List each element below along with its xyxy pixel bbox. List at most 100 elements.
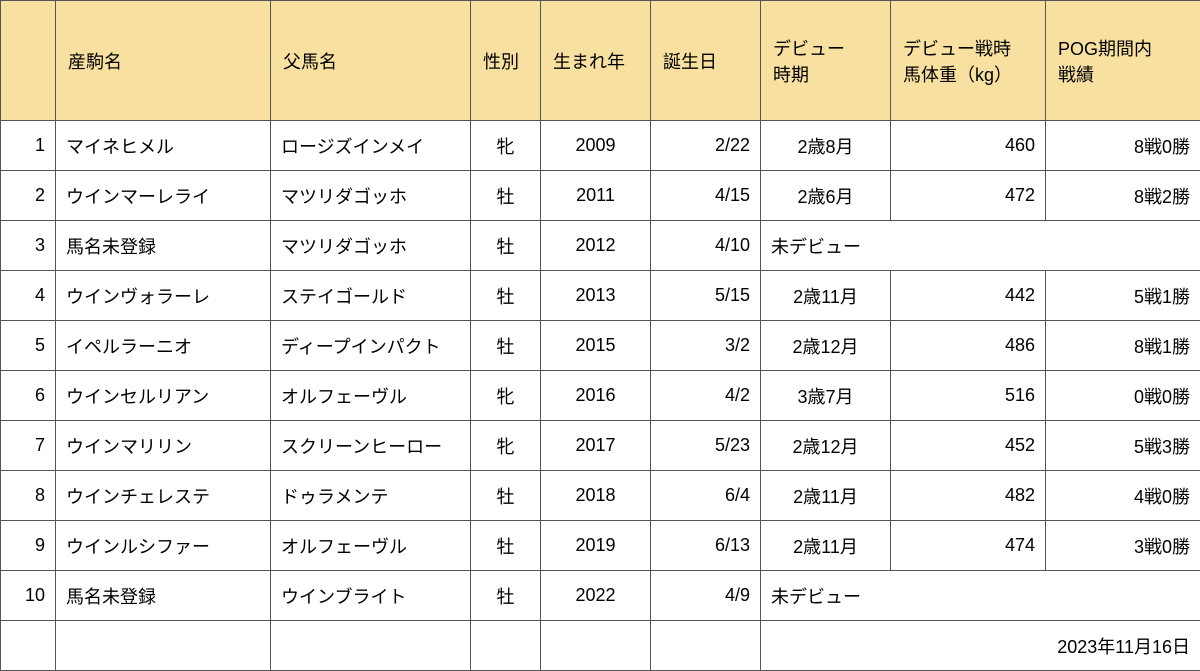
cell-year: 2011 <box>541 171 651 221</box>
table-row: 2ウインマーレライマツリダゴッホ牡20114/152歳6月4728戦2勝 <box>1 171 1200 221</box>
cell-merged-not-debuted: 未デビュー <box>761 221 1200 271</box>
cell-name: ウインセルリアン <box>56 371 271 421</box>
cell-weight: 482 <box>891 471 1046 521</box>
cell-idx: 10 <box>1 571 56 621</box>
table-row: 3馬名未登録マツリダゴッホ牡20124/10未デビュー <box>1 221 1200 271</box>
offspring-table: 産駒名 父馬名 性別 生まれ年 誕生日 デビュー時期 デビュー戦時馬体重（kg）… <box>0 0 1200 671</box>
header-bday: 誕生日 <box>651 1 761 121</box>
footer-date: 2023年11月16日 <box>761 621 1200 671</box>
header-weight: デビュー戦時馬体重（kg） <box>891 1 1046 121</box>
cell-sire: スクリーンヒーロー <box>271 421 471 471</box>
cell-year: 2019 <box>541 521 651 571</box>
cell-sire: オルフェーヴル <box>271 521 471 571</box>
cell-sex: 牡 <box>471 271 541 321</box>
cell-sex: 牝 <box>471 421 541 471</box>
table-row: 6ウインセルリアンオルフェーヴル牝20164/23歳7月5160戦0勝 <box>1 371 1200 421</box>
cell-sex: 牡 <box>471 571 541 621</box>
cell-idx: 8 <box>1 471 56 521</box>
cell-name: ウインヴォラーレ <box>56 271 271 321</box>
cell-record: 8戦2勝 <box>1046 171 1200 221</box>
cell-year: 2015 <box>541 321 651 371</box>
cell-sex: 牝 <box>471 121 541 171</box>
cell-bday: 6/4 <box>651 471 761 521</box>
cell-year: 2009 <box>541 121 651 171</box>
header-name: 産駒名 <box>56 1 271 121</box>
cell-weight: 486 <box>891 321 1046 371</box>
cell-idx: 7 <box>1 421 56 471</box>
cell-record: 0戦0勝 <box>1046 371 1200 421</box>
cell-debut: 2歳11月 <box>761 471 891 521</box>
cell-idx: 6 <box>1 371 56 421</box>
cell-name: マイネヒメル <box>56 121 271 171</box>
cell-bday: 6/13 <box>651 521 761 571</box>
cell-year: 2013 <box>541 271 651 321</box>
cell-idx: 5 <box>1 321 56 371</box>
cell-name: 馬名未登録 <box>56 221 271 271</box>
cell-name: 馬名未登録 <box>56 571 271 621</box>
cell-sex: 牡 <box>471 521 541 571</box>
cell-sire: マツリダゴッホ <box>271 221 471 271</box>
cell-merged-not-debuted: 未デビュー <box>761 571 1200 621</box>
cell-weight: 452 <box>891 421 1046 471</box>
cell-debut: 2歳12月 <box>761 321 891 371</box>
cell-debut: 2歳6月 <box>761 171 891 221</box>
cell-weight: 442 <box>891 271 1046 321</box>
table-row: 8ウインチェレステドゥラメンテ牡20186/42歳11月4824戦0勝 <box>1 471 1200 521</box>
cell-record: 5戦3勝 <box>1046 421 1200 471</box>
cell-record: 8戦0勝 <box>1046 121 1200 171</box>
header-sex: 性別 <box>471 1 541 121</box>
cell-year: 2012 <box>541 221 651 271</box>
table-row: 7ウインマリリンスクリーンヒーロー牝20175/232歳12月4525戦3勝 <box>1 421 1200 471</box>
cell-record: 8戦1勝 <box>1046 321 1200 371</box>
cell-debut: 3歳7月 <box>761 371 891 421</box>
cell-debut: 2歳8月 <box>761 121 891 171</box>
cell-sex: 牝 <box>471 371 541 421</box>
cell-weight: 472 <box>891 171 1046 221</box>
cell-year: 2018 <box>541 471 651 521</box>
cell-sex: 牡 <box>471 471 541 521</box>
cell-bday: 5/15 <box>651 271 761 321</box>
cell-name: ウインルシファー <box>56 521 271 571</box>
header-year: 生まれ年 <box>541 1 651 121</box>
table-body: 1マイネヒメルロージズインメイ牝20092/222歳8月4608戦0勝2ウインマ… <box>1 121 1200 621</box>
cell-sire: マツリダゴッホ <box>271 171 471 221</box>
header-record: POG期間内戦績 <box>1046 1 1200 121</box>
cell-year: 2022 <box>541 571 651 621</box>
cell-sire: ロージズインメイ <box>271 121 471 171</box>
cell-weight: 460 <box>891 121 1046 171</box>
cell-sire: ディープインパクト <box>271 321 471 371</box>
cell-bday: 3/2 <box>651 321 761 371</box>
cell-sire: ドゥラメンテ <box>271 471 471 521</box>
cell-sire: ウインブライト <box>271 571 471 621</box>
cell-debut: 2歳12月 <box>761 421 891 471</box>
cell-sex: 牡 <box>471 321 541 371</box>
cell-sex: 牡 <box>471 171 541 221</box>
cell-record: 5戦1勝 <box>1046 271 1200 321</box>
cell-sire: オルフェーヴル <box>271 371 471 421</box>
cell-weight: 474 <box>891 521 1046 571</box>
cell-debut: 2歳11月 <box>761 271 891 321</box>
cell-idx: 2 <box>1 171 56 221</box>
cell-bday: 2/22 <box>651 121 761 171</box>
cell-sire: ステイゴールド <box>271 271 471 321</box>
cell-bday: 4/10 <box>651 221 761 271</box>
cell-record: 4戦0勝 <box>1046 471 1200 521</box>
cell-sex: 牡 <box>471 221 541 271</box>
cell-idx: 4 <box>1 271 56 321</box>
cell-bday: 5/23 <box>651 421 761 471</box>
cell-name: ウインマーレライ <box>56 171 271 221</box>
footer-row: 2023年11月16日 <box>1 621 1200 671</box>
header-sire: 父馬名 <box>271 1 471 121</box>
header-debut: デビュー時期 <box>761 1 891 121</box>
table-row: 1マイネヒメルロージズインメイ牝20092/222歳8月4608戦0勝 <box>1 121 1200 171</box>
table-row: 4ウインヴォラーレステイゴールド牡20135/152歳11月4425戦1勝 <box>1 271 1200 321</box>
cell-bday: 4/2 <box>651 371 761 421</box>
cell-weight: 516 <box>891 371 1046 421</box>
table-row: 9ウインルシファーオルフェーヴル牡20196/132歳11月4743戦0勝 <box>1 521 1200 571</box>
cell-idx: 3 <box>1 221 56 271</box>
cell-name: ウインマリリン <box>56 421 271 471</box>
header-idx <box>1 1 56 121</box>
cell-year: 2017 <box>541 421 651 471</box>
table-row: 10馬名未登録ウインブライト牡20224/9未デビュー <box>1 571 1200 621</box>
cell-name: イペルラーニオ <box>56 321 271 371</box>
